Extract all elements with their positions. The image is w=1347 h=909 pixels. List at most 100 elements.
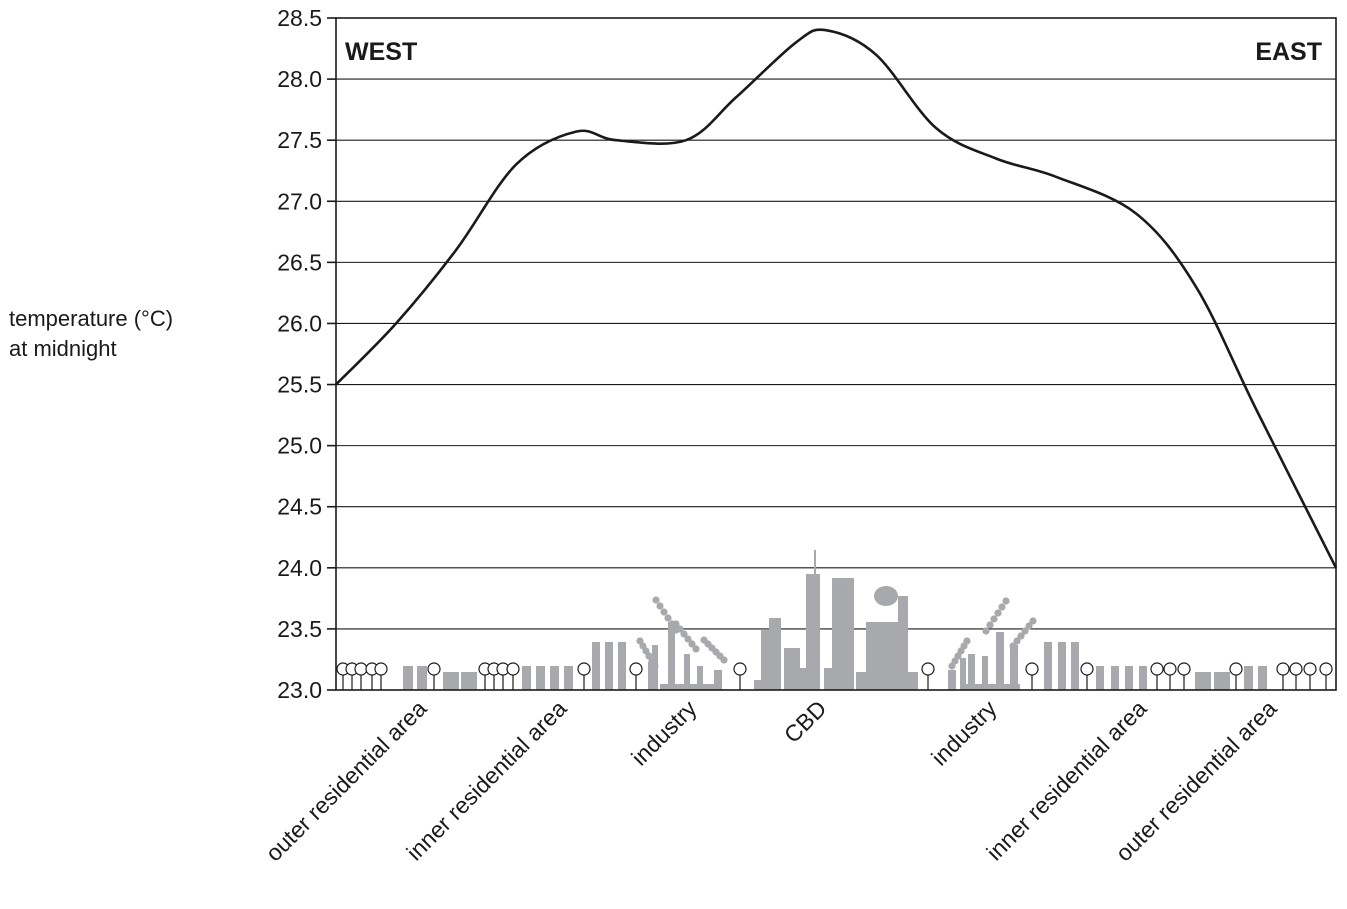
building: [564, 666, 573, 690]
tree-icon: [921, 662, 935, 690]
tree-icon: [1080, 662, 1094, 690]
tree-icon: [1177, 662, 1191, 690]
building: [1010, 645, 1018, 690]
x-category-label: industry: [926, 695, 1002, 771]
grid-lines: [327, 17, 1336, 691]
building: [550, 666, 559, 690]
smoke-icon: [652, 596, 680, 634]
y-tick-label: 28.5: [277, 5, 322, 31]
tree-icon: [1289, 662, 1303, 690]
smoke-icon: [636, 637, 659, 670]
building: [814, 550, 816, 580]
x-category-label: industry: [626, 695, 702, 771]
y-axis-label-line-1: temperature (°C): [9, 306, 174, 331]
building: [1111, 666, 1119, 690]
building: [1096, 666, 1104, 690]
building: [1139, 666, 1147, 690]
y-tick-label: 26.5: [277, 249, 322, 275]
building: [908, 672, 918, 690]
building: [806, 574, 820, 690]
building: [784, 648, 800, 690]
y-tick-label: 26.0: [277, 310, 322, 336]
y-tick-label: 25.0: [277, 433, 322, 459]
tree-icon: [1229, 662, 1243, 690]
building: [866, 622, 900, 690]
building: [697, 666, 703, 690]
building: [874, 586, 898, 606]
y-tick-label: 27.5: [277, 127, 322, 153]
building: [960, 658, 966, 690]
building: [618, 642, 626, 690]
y-axis-label: temperature (°C) at midnight: [9, 304, 173, 364]
building: [769, 618, 781, 690]
building: [832, 578, 854, 690]
building: [684, 654, 690, 690]
tree-icon: [1150, 662, 1164, 690]
building: [1125, 666, 1133, 690]
city-skyline-illustration: [336, 550, 1333, 690]
y-tick-label: 28.0: [277, 66, 322, 92]
building: [461, 672, 477, 690]
building: [714, 670, 722, 690]
building: [948, 670, 956, 690]
building: [1071, 642, 1079, 690]
building: [592, 642, 600, 690]
tree-icon: [733, 662, 747, 690]
building: [856, 672, 866, 690]
building: [403, 666, 413, 690]
smoke-icon: [982, 597, 1010, 635]
y-tick-label: 23.5: [277, 616, 322, 642]
building: [660, 684, 720, 690]
y-axis-label-line-2: at midnight: [9, 336, 117, 361]
tree-icon: [496, 662, 510, 690]
smoke-icon: [672, 620, 700, 653]
tree-icon: [427, 662, 441, 690]
y-tick-label: 23.0: [277, 677, 322, 703]
tree-icon: [1025, 662, 1039, 690]
building: [1258, 666, 1267, 690]
y-tick-label: 24.0: [277, 555, 322, 581]
tree-icon: [506, 662, 520, 690]
smoke-icon: [1009, 617, 1037, 650]
building: [1044, 642, 1052, 690]
smoke-icon: [700, 636, 728, 664]
building: [982, 656, 988, 690]
east-label: EAST: [1255, 38, 1322, 66]
building: [668, 622, 675, 690]
building: [824, 668, 832, 690]
building: [522, 666, 531, 690]
x-category-label: CBD: [779, 695, 832, 748]
y-tick-label: 24.5: [277, 494, 322, 520]
tree-icon: [1319, 662, 1333, 690]
tree-icon: [1303, 662, 1317, 690]
x-category-label: outer residential area: [260, 695, 431, 866]
building: [1214, 672, 1230, 690]
tree-icon: [1276, 662, 1290, 690]
building: [996, 632, 1004, 690]
tree-icon: [374, 662, 388, 690]
building: [798, 668, 806, 690]
building: [1058, 642, 1066, 690]
building: [605, 642, 613, 690]
building: [1195, 672, 1211, 690]
building: [898, 596, 908, 690]
plot-frame: [335, 17, 1337, 691]
building: [417, 666, 427, 690]
y-tick-label: 25.5: [277, 372, 322, 398]
tree-icon: [577, 662, 591, 690]
building: [1244, 666, 1253, 690]
smoke-icon: [948, 637, 971, 670]
tree-icon: [478, 662, 492, 690]
building: [968, 654, 975, 690]
building: [443, 672, 459, 690]
tree-icon: [345, 662, 359, 690]
y-tick-labels: 23.0 23.5 24.0 24.5 25.0 25.5 26.0 26.5 27.0 27.5…: [277, 5, 322, 703]
tree-icon: [1163, 662, 1177, 690]
building: [960, 684, 1020, 690]
x-category-label: inner residential area: [401, 695, 571, 865]
temperature-line: [335, 28, 1338, 569]
building: [754, 680, 764, 690]
west-label: WEST: [345, 38, 417, 66]
